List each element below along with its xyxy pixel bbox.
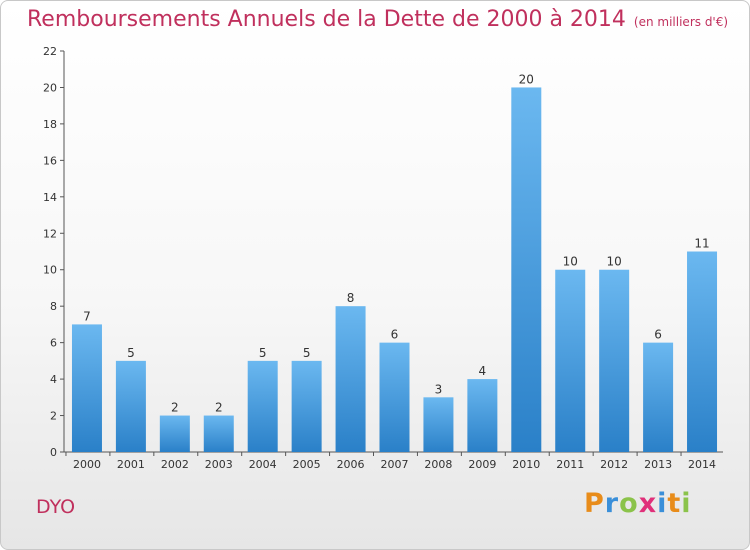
bar-2007: [380, 343, 410, 452]
bar-2014: [687, 252, 717, 453]
value-label-2010: 20: [519, 72, 534, 86]
value-label-2007: 6: [391, 328, 399, 342]
value-label-2002: 2: [171, 401, 179, 415]
x-tick-label-2007: 2007: [381, 458, 409, 471]
value-label-2001: 5: [127, 346, 135, 360]
bar-2008: [423, 397, 453, 452]
value-label-2006: 8: [347, 291, 355, 305]
logo-letter: P: [584, 488, 605, 519]
chart-frame: Remboursements Annuels de la Dette de 20…: [0, 0, 750, 550]
value-label-2011: 10: [563, 255, 578, 269]
value-label-2005: 5: [303, 346, 311, 360]
bar-2003: [204, 416, 234, 452]
bar-2006: [336, 306, 366, 452]
logo-letter: o: [619, 488, 639, 519]
value-label-2000: 7: [83, 309, 91, 323]
x-tick-label-2004: 2004: [249, 458, 277, 471]
bar-2012: [599, 270, 629, 452]
bar-2005: [292, 361, 322, 452]
bar-chart: 02468101214161820222000 2001 2002 2003 2004 2…: [1, 1, 750, 550]
bar-2011: [555, 270, 585, 452]
x-tick-label-2000: 2000: [73, 458, 101, 471]
logo-letter: r: [605, 488, 619, 519]
x-tick-label-2009: 2009: [468, 458, 496, 471]
x-tick-label-2013: 2013: [644, 458, 672, 471]
value-label-2003: 2: [215, 401, 223, 415]
logo-letter: i: [681, 488, 691, 519]
logo-letter: t: [667, 488, 681, 519]
bar-2001: [116, 361, 146, 452]
bar-2004: [248, 361, 278, 452]
x-tick-label-2012: 2012: [600, 458, 628, 471]
y-tick-label: 20: [43, 81, 57, 94]
logo-letter: x: [639, 488, 657, 519]
place-name: DYO: [36, 496, 75, 518]
x-tick-label-2006: 2006: [337, 458, 365, 471]
y-tick-label: 4: [50, 373, 57, 386]
y-tick-label: 2: [50, 410, 57, 423]
bar-2010: [511, 87, 541, 452]
x-tick-label-2014: 2014: [688, 458, 716, 471]
x-tick-label-2002: 2002: [161, 458, 189, 471]
y-tick-label: 0: [50, 446, 57, 459]
x-tick-label-2001: 2001: [117, 458, 145, 471]
x-tick-label-2005: 2005: [293, 458, 321, 471]
value-label-2004: 5: [259, 346, 267, 360]
bar-2009: [467, 379, 497, 452]
y-tick-label: 6: [50, 337, 57, 350]
value-label-2014: 11: [694, 237, 709, 251]
x-tick-label-2010: 2010: [512, 458, 540, 471]
x-tick-label-2003: 2003: [205, 458, 233, 471]
value-label-2012: 10: [607, 255, 622, 269]
bar-2002: [160, 416, 190, 452]
proxiti-logo: Proxiti: [584, 488, 692, 519]
value-label-2009: 4: [479, 364, 487, 378]
value-label-2013: 6: [654, 328, 662, 342]
y-tick-label: 16: [43, 154, 57, 167]
y-tick-label: 14: [43, 191, 57, 204]
y-tick-label: 18: [43, 118, 57, 131]
y-tick-label: 8: [50, 300, 57, 313]
logo-letter: i: [657, 488, 667, 519]
value-label-2008: 3: [435, 382, 443, 396]
y-tick-label: 10: [43, 264, 57, 277]
bar-2000: [72, 324, 102, 452]
y-tick-label: 12: [43, 227, 57, 240]
x-tick-label-2011: 2011: [556, 458, 584, 471]
y-tick-label: 22: [43, 45, 57, 58]
x-tick-label-2008: 2008: [424, 458, 452, 471]
bar-2013: [643, 343, 673, 452]
